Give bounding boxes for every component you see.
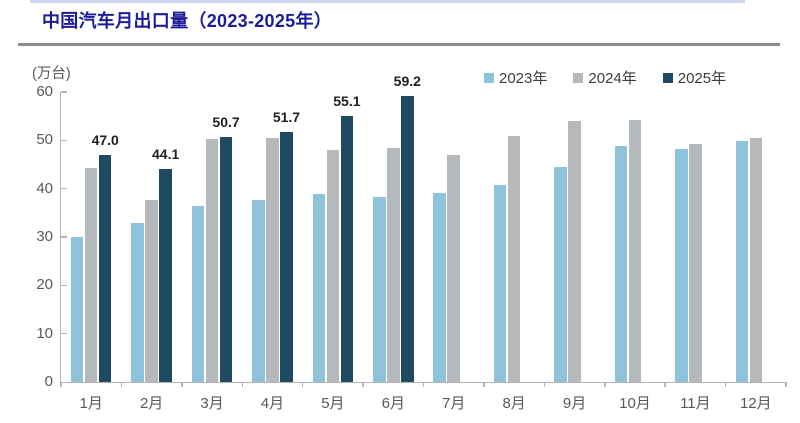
bar-2024年-1月 (84, 167, 98, 382)
legend-label: 2025年 (677, 70, 727, 87)
bar-2023年-1月 (70, 236, 84, 382)
legend-item-2023年: 2023年 (484, 67, 547, 88)
bar-2024年-5月 (326, 149, 340, 382)
x-tick-label-3月: 3月 (200, 395, 224, 412)
bar-2025年-3月 (219, 136, 233, 382)
bar-2023年-5月 (312, 193, 326, 382)
top-edge-strip (30, 0, 745, 3)
plot-area: 0 10 20 30 40 50 60 1月 47.0 2月 44.1 3月 50.7 4月 51.7 5月 5… (36, 73, 787, 412)
x-tick-mark-11 (724, 382, 727, 387)
bar-2025年-1月 (98, 154, 112, 382)
value-label-6月: 59.2 (393, 72, 421, 89)
x-tick-mark-8 (543, 382, 546, 387)
bar-2023年-7月 (433, 192, 446, 382)
y-tick-mark-40 (61, 187, 67, 190)
bar-2023年-6月 (373, 197, 386, 382)
legend-item-2025年: 2025年 (662, 67, 727, 88)
page-title: 中国汽车月出口量（2023-2025年） (42, 11, 333, 31)
bar-2023年-10月 (614, 146, 628, 382)
y-tick-label-40: 40 (36, 179, 53, 197)
y-tick-mark-10 (61, 332, 67, 335)
x-tick-label-4月: 4月 (260, 395, 285, 412)
bar-2025年-5月 (340, 115, 354, 382)
legend-swatch-icon (662, 72, 673, 83)
x-tick-label-12月: 12月 (739, 395, 772, 412)
value-label-3月: 50.7 (212, 113, 240, 130)
y-tick-label-30: 30 (36, 228, 53, 245)
bar-2024年-4月 (266, 138, 279, 382)
legend-swatch-icon (484, 72, 494, 83)
x-tick-label-5月: 5月 (321, 395, 345, 412)
bar-2024年-8月 (507, 135, 521, 382)
y-tick-mark-30 (61, 236, 67, 238)
bar-2023年-8月 (493, 184, 507, 382)
x-tick-mark-4 (301, 382, 304, 387)
x-tick-label-7月: 7月 (442, 395, 466, 412)
y-tick-label-50: 50 (36, 131, 53, 149)
bar-2024年-10月 (628, 120, 642, 382)
value-label-5月: 55.1 (333, 92, 361, 109)
bar-2023年-12月 (735, 140, 749, 382)
y-tick-label-0: 0 (44, 373, 53, 390)
bar-2024年-7月 (447, 155, 460, 382)
bar-2024年-2月 (145, 199, 158, 382)
bar-2023年-4月 (252, 200, 265, 382)
x-tick-label-8月: 8月 (502, 395, 526, 412)
bar-2025年-4月 (280, 132, 293, 382)
y-axis-unit-label: (万台) (32, 66, 71, 82)
x-tick-label-11月: 11月 (680, 395, 711, 412)
x-tick-mark-5 (362, 382, 364, 387)
value-label-1月: 47.0 (91, 131, 119, 148)
legend-label: 2023年 (499, 70, 548, 87)
x-tick-mark-6 (422, 382, 425, 387)
bar-2023年-9月 (554, 167, 567, 382)
x-tick-mark-7 (483, 382, 485, 387)
x-tick-mark-2 (181, 382, 183, 387)
bar-2023年-3月 (191, 206, 205, 382)
x-tick-label-2月: 2月 (139, 395, 164, 412)
y-tick-mark-20 (61, 284, 67, 287)
bar-2023年-11月 (675, 149, 688, 382)
x-tick-mark-1 (120, 382, 123, 387)
y-tick-mark-50 (61, 139, 67, 142)
legend-label: 2024年 (588, 70, 637, 87)
bar-2024年-9月 (568, 121, 581, 382)
bar-2024年-11月 (689, 144, 702, 382)
x-tick-mark-3 (241, 382, 243, 387)
legend-swatch-icon (573, 72, 584, 83)
x-tick-label-10月: 10月 (619, 395, 651, 412)
y-tick-mark-60 (61, 91, 67, 93)
x-tick-mark-12 (785, 382, 787, 387)
value-label-4月: 51.7 (272, 109, 301, 126)
bar-2024年-12月 (749, 138, 763, 382)
bar-2025年-2月 (159, 168, 172, 382)
y-tick-label-20: 20 (36, 276, 53, 294)
x-tick-mark-0 (60, 382, 62, 387)
x-tick-label-6月: 6月 (381, 395, 405, 412)
bar-2024年-3月 (205, 139, 219, 382)
legend-item-2024年: 2024年 (573, 67, 637, 88)
y-tick-label-60: 60 (36, 83, 53, 100)
title-divider (18, 43, 780, 46)
x-tick-mark-10 (664, 382, 666, 387)
x-tick-label-9月: 9月 (562, 395, 587, 412)
bar-2025年-6月 (401, 95, 414, 382)
chart-legend: 2023年 2024年 2025年 (484, 67, 726, 88)
value-label-2月: 44.1 (152, 145, 180, 162)
y-tick-label-10: 10 (36, 324, 53, 342)
x-tick-label-1月: 1月 (79, 395, 103, 412)
bar-2023年-2月 (131, 222, 144, 382)
x-tick-mark-9 (604, 382, 606, 387)
bar-2024年-6月 (387, 147, 400, 382)
